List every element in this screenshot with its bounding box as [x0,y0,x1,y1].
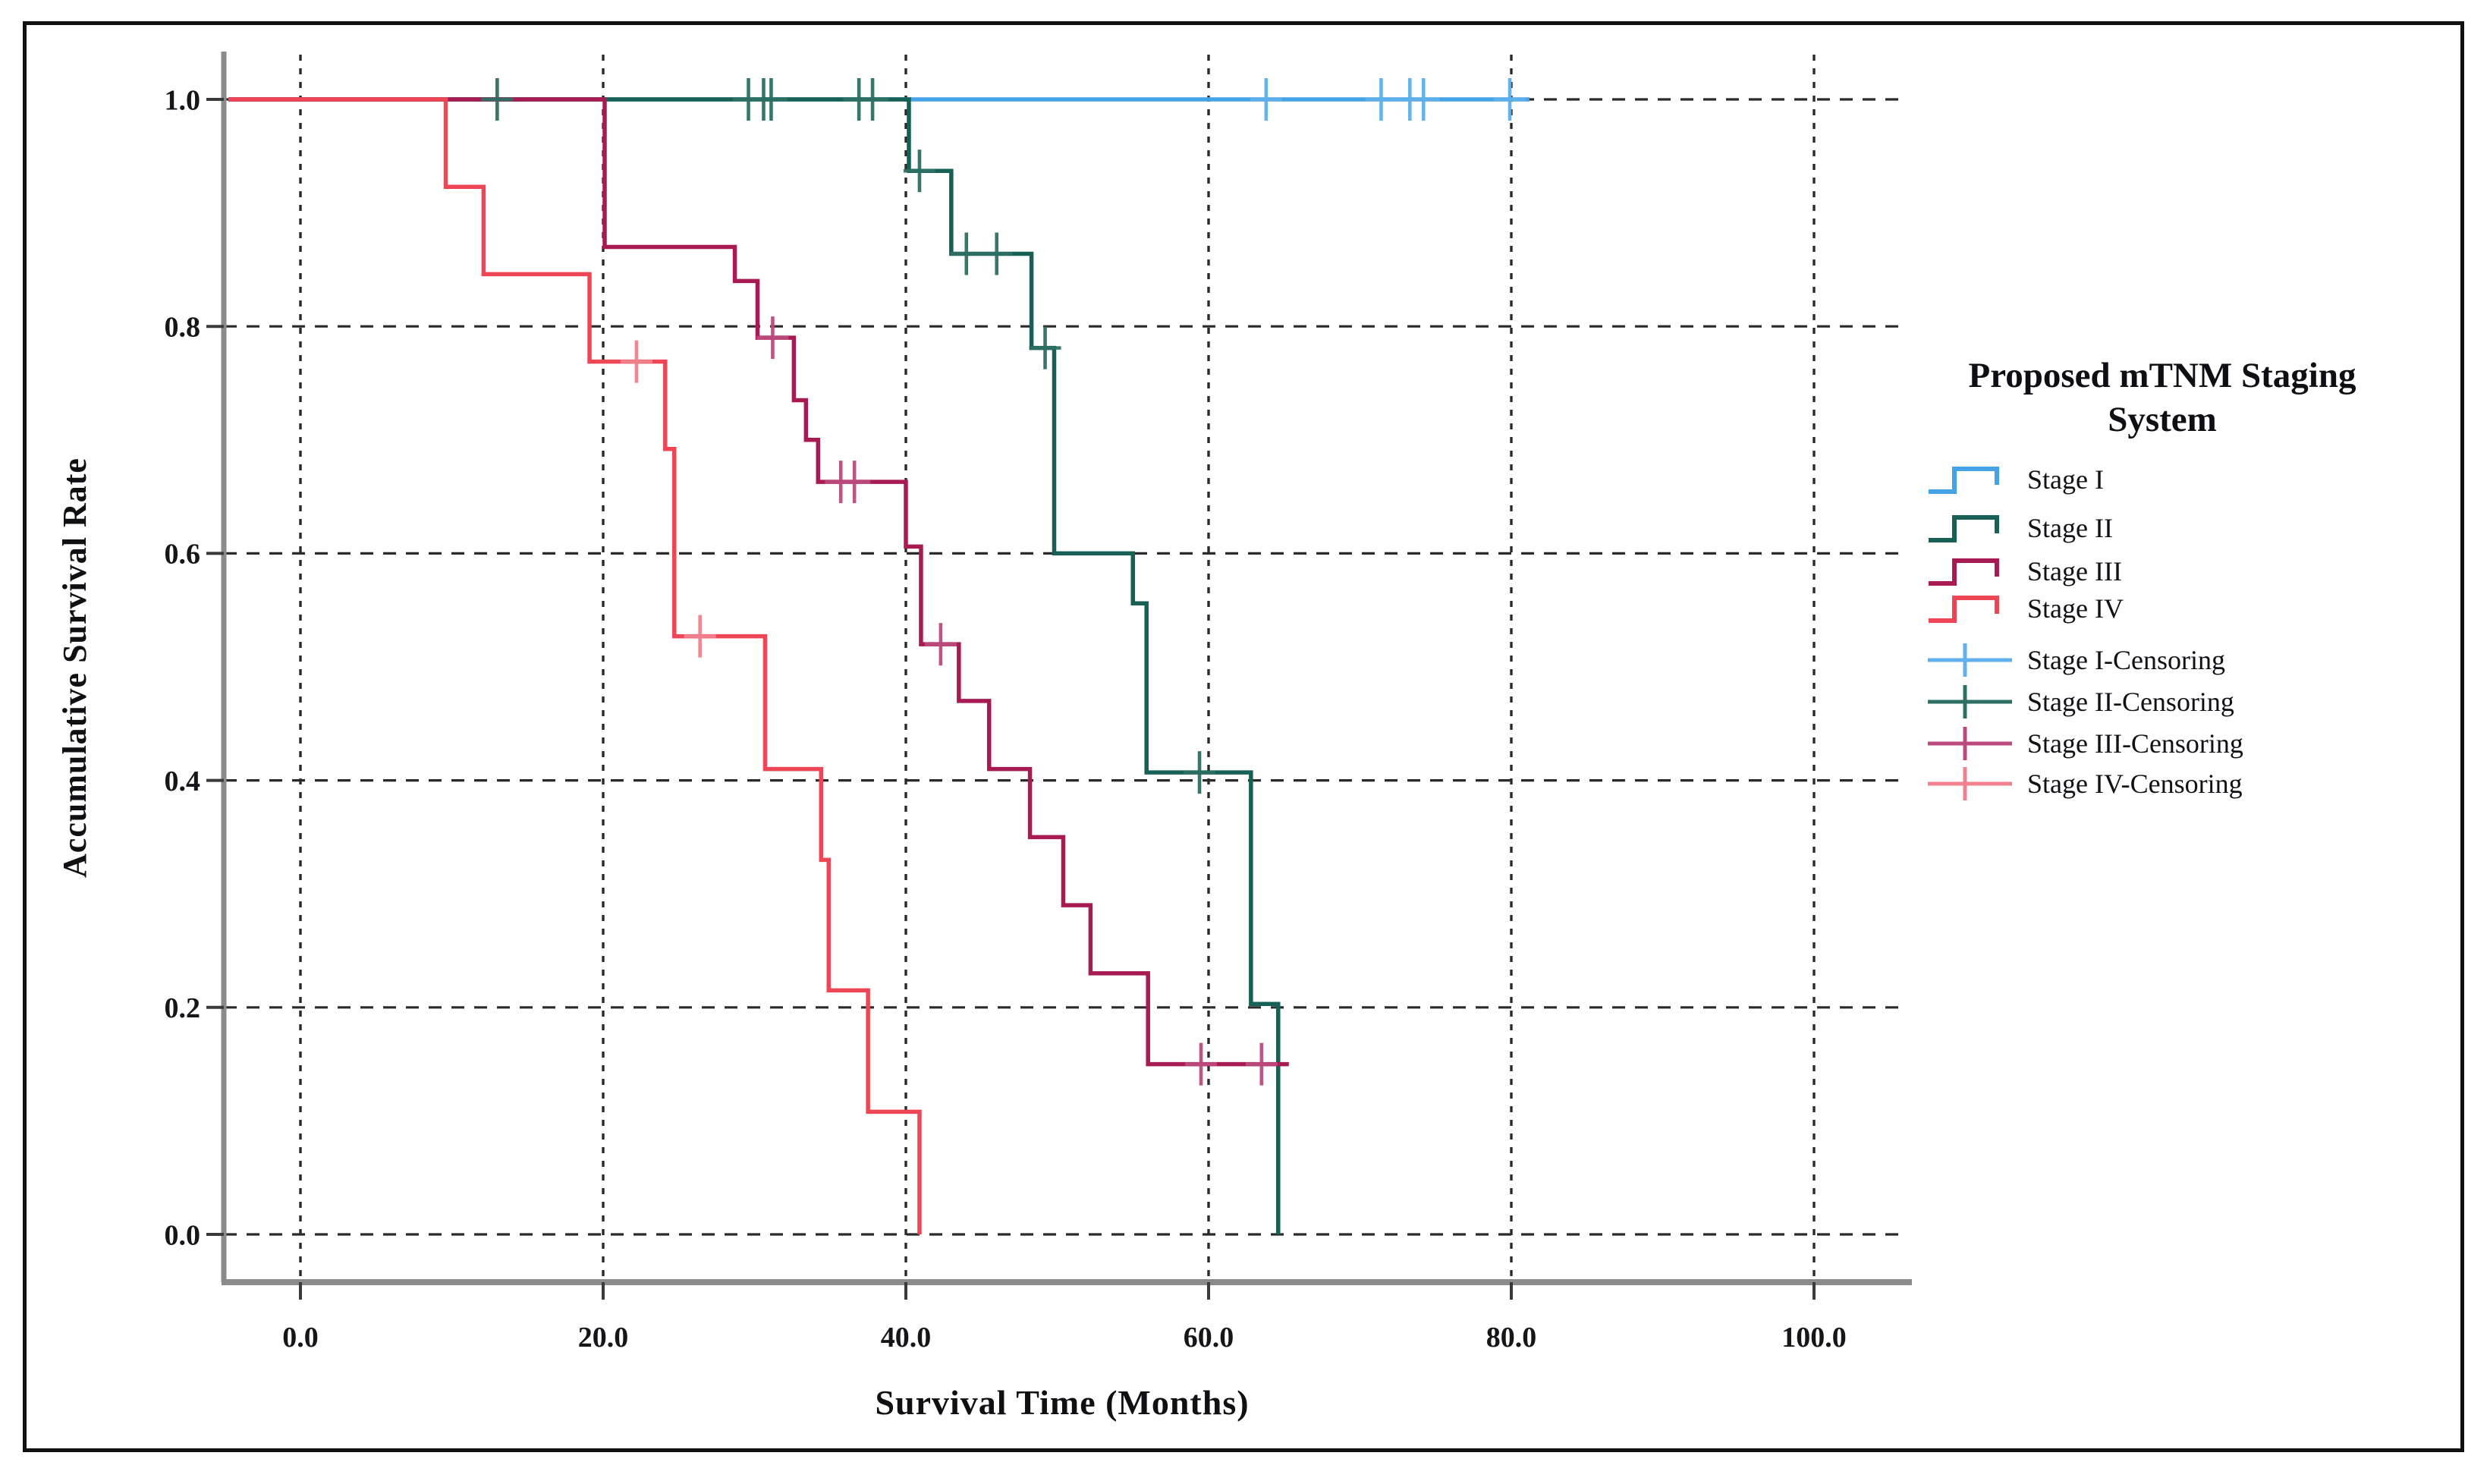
y-tick-labels: 0.0 0.2 0.4 0.6 0.8 1.0 [165,84,201,1251]
legend-item-label: Stage III [2027,556,2122,586]
stage-i-censor-marks [1250,78,1526,121]
censor-mark [903,149,935,193]
x-tick-label: 100.0 [1781,1322,1847,1354]
legend-item-stage-iii-censoring: Stage III-Censoring [1926,723,2243,764]
legend-item-label: Stage II [2027,513,2113,543]
censor-mark [1407,78,1440,121]
legend-item-stage-iv-censoring: Stage IV-Censoring [1926,763,2243,804]
x-tick-label: 80.0 [1486,1322,1537,1354]
censor-mark [980,232,1013,275]
censor-mark [1029,326,1061,369]
line-sample-path [1929,515,1999,542]
stage-ii-curve [228,97,1281,1234]
stage-iv-censor-marks [620,340,716,658]
legend-item-stage-iv: Stage IV [1926,588,2124,629]
censor-mark [620,340,652,383]
stage-ii-censoring-line-sample [1928,685,2012,718]
y-tick-label: 0.8 [165,312,201,344]
y-tick-label: 1.0 [165,84,201,116]
y-tick-label: 0.6 [165,539,201,571]
figure-border [23,21,2464,1452]
censor-mark [756,316,789,360]
y-axis-title: Accumulative Survival Rate [56,457,93,878]
legend-item-label: Stage IV [2027,593,2124,624]
legend-item-stage-iii: Stage III [1926,551,2122,592]
legend-item-stage-ii: Stage II [1926,508,2113,549]
legend-item-stage-ii-censoring: Stage II-Censoring [1926,681,2234,722]
legend-item-label: Stage I-Censoring [2027,645,2225,675]
censor-mark [481,78,514,121]
x-tick-label: 0.0 [282,1322,319,1354]
stage-iii-curve [228,97,1289,1067]
legend-item-label: Stage III-Censoring [2027,728,2243,759]
censor-mark [924,623,957,666]
legend-title-line-1: Proposed mTNM Staging [1968,356,2356,395]
x-tick-label: 60.0 [1184,1322,1234,1354]
censor-mark [1245,1042,1278,1086]
stage-iii-line-sample [1929,558,1999,586]
y-tick-label: 0.4 [165,766,201,797]
legend-item-stage-i-censoring: Stage I-Censoring [1926,640,2225,681]
line-sample-path [1929,558,1999,586]
stage-iv-curve [228,97,922,1234]
x-axis-title: Survival Time (Months) [875,1383,1250,1422]
x-tick-label: 20.0 [578,1322,629,1354]
tick-marks [206,98,1816,1300]
censor-mark [1494,78,1526,121]
line-sample-path [1929,467,1999,494]
x-tick-label: 40.0 [881,1322,932,1354]
stage-ii-line-sample [1929,515,1999,542]
stage-i-line-sample [1929,467,1999,494]
stage-i-censoring-line-sample [1928,643,2012,677]
horizontal-gridlines [224,98,1903,1236]
censor-mark [1184,751,1216,794]
line-sample-path [1928,643,2012,677]
censor-mark [1185,1042,1218,1086]
legend-item-stage-i: Stage I [1926,459,2104,500]
stage-iii-censor-marks [756,316,1278,1086]
censor-mark [755,78,788,121]
censor-mark [1250,78,1282,121]
legend-item-label: Stage IV-Censoring [2027,769,2243,799]
censor-mark [684,615,716,658]
line-sample-path [1928,727,2012,760]
stage-iii-censoring-line-sample [1928,727,2012,760]
stage-iv-line-sample [1929,596,1999,623]
stage-iv-censoring-line-sample [1928,767,2012,800]
line-sample-path [1928,685,2012,718]
line-sample-path [1929,596,1999,623]
stage-ii-censor-marks [481,78,1216,794]
censor-mark [1365,78,1397,121]
x-tick-labels: 0.0 20.0 40.0 60.0 80.0 100.0 [282,1322,1847,1354]
censor-mark [857,78,889,121]
legend-item-label: Stage I [2027,464,2104,495]
censor-mark [838,461,871,504]
y-tick-label: 0.2 [165,992,201,1024]
y-tick-label: 0.0 [165,1219,201,1251]
vertical-gridlines [299,55,1816,1282]
legend-item-label: Stage II-Censoring [2027,687,2234,717]
legend-title-line-2: System [2108,400,2217,439]
line-sample-path [1928,767,2012,800]
censor-mark [950,232,982,275]
